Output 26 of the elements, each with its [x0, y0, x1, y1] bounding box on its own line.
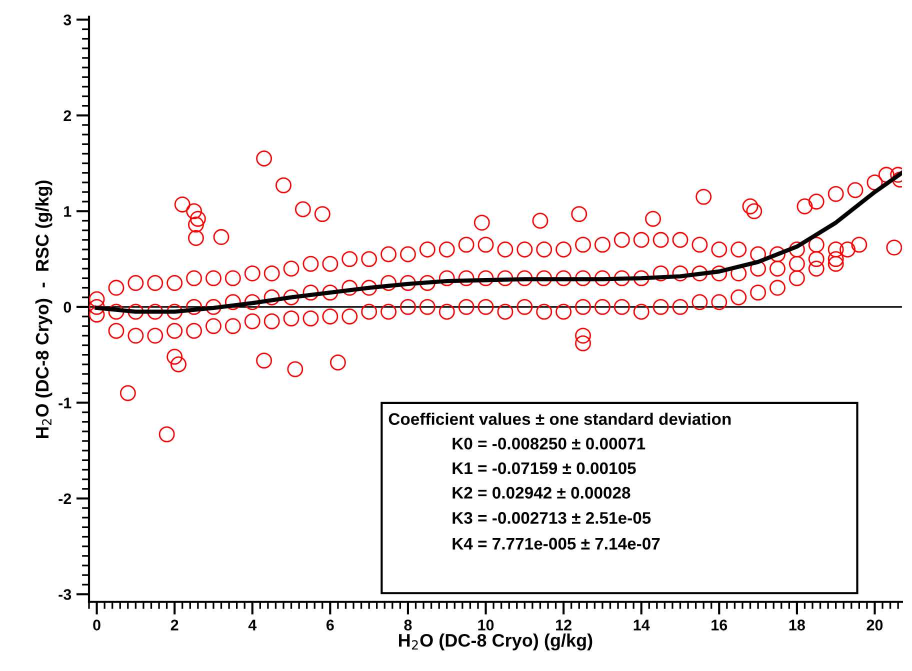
x-tick-label: 20	[866, 620, 883, 630]
annotation: K1 = -0.07159 ± 0.00105	[452, 462, 636, 474]
annotation: Coefficient values ± one standard deviation	[388, 412, 731, 425]
y-tick-label: 3	[64, 14, 72, 26]
x-tick-label: 8	[404, 620, 412, 630]
y-tick-label: 2	[64, 110, 72, 121]
annotation: K0 = -0.008250 ± 0.00071	[452, 438, 646, 450]
annotation: K4 = 7.771e-005 ± 7.14e-07	[452, 538, 660, 550]
y-axis-title: H$_{2}$O (DC-8 Cryo) - RSC (g/kg)	[35, 180, 52, 438]
y-tick-label: 1	[64, 206, 72, 217]
y-tick-label: -3	[58, 589, 72, 600]
x-tick-label: 0	[93, 620, 100, 630]
x-tick-label: 2	[170, 620, 178, 630]
x-tick-label: 18	[789, 620, 805, 630]
y-tick-label: 0	[64, 302, 72, 313]
y-tick-label: -1	[58, 398, 72, 408]
x-tick-label: 14	[634, 620, 650, 630]
x-axis-title: H$_{2}$O (DC-8 Cryo) (g/kg)	[399, 633, 592, 650]
x-tick-label: 6	[326, 620, 334, 630]
annotation: K3 = -0.002713 ± 2.51e-05	[452, 512, 651, 524]
x-tick-label: 4	[248, 620, 257, 630]
y-tick-label: -2	[58, 493, 72, 504]
x-tick-label: 12	[556, 620, 572, 630]
annotation: K2 = 0.02942 ± 0.00028	[452, 486, 630, 499]
x-tick-label: 16	[712, 620, 728, 630]
x-tick-label: 10	[478, 620, 494, 630]
